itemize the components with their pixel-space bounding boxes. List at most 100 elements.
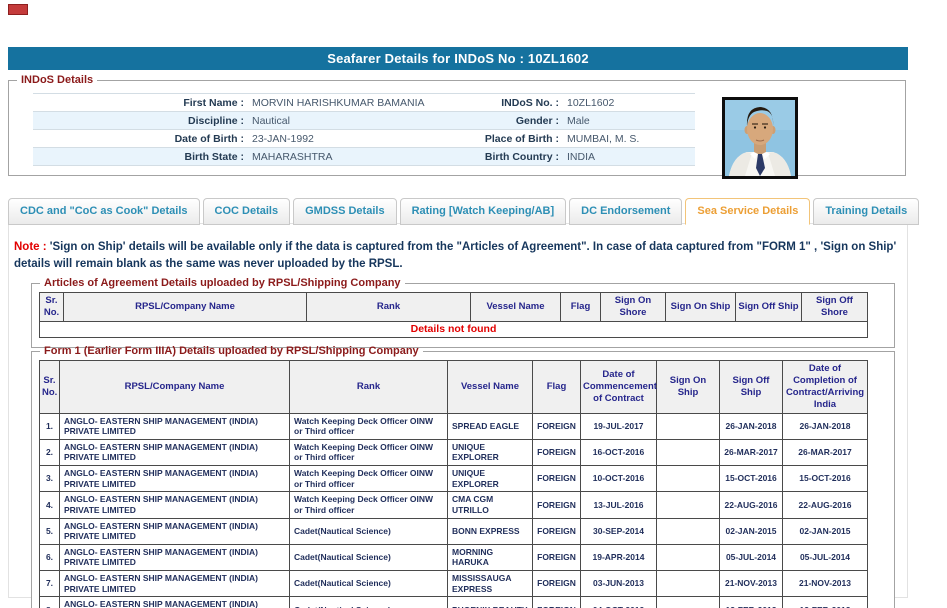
form1-legend: Form 1 (Earlier Form IIIA) Details uploa…: [44, 345, 419, 357]
cell-date-commencement: 10-OCT-2016: [580, 464, 657, 493]
tab-bar: CDC and "CoC as Cook" Details COC Detail…: [8, 198, 920, 225]
sea-service-row: 3. ANGLO- EASTERN SHIP MANAGEMENT (INDIA…: [39, 464, 868, 493]
field-label: Discipline :: [33, 111, 248, 130]
cell-flag: FOREIGN: [532, 569, 581, 598]
tab[interactable]: DC Endorsement: [569, 198, 683, 225]
articles-of-agreement-section: Articles of Agreement Details uploaded b…: [31, 277, 895, 348]
cell-sr-no: 7.: [39, 569, 60, 598]
column-header: Rank: [289, 360, 448, 414]
column-header: RPSL/Company Name: [63, 292, 307, 322]
cell-date-commencement: 19-APR-2014: [580, 543, 657, 572]
tab[interactable]: GMDSS Details: [293, 198, 397, 225]
cell-vessel-name: CMA CGM UTRILLO: [447, 491, 533, 519]
column-header: Sign On Shore: [600, 292, 666, 322]
cell-rank: Cadet(Nautical Science): [289, 517, 448, 545]
cell-flag: FOREIGN: [532, 543, 581, 572]
sea-service-row: 6. ANGLO- EASTERN SHIP MANAGEMENT (INDIA…: [39, 543, 868, 572]
cell-rank: Watch Keeping Deck Officer OINW or Third…: [289, 412, 448, 440]
field-label: Date of Birth :: [33, 129, 248, 148]
cell-sign-on-ship: [656, 569, 720, 598]
indos-details-section: INDoS Details First Name : MORVIN HARISH…: [8, 74, 906, 179]
cell-sign-off-ship: 02-JAN-2015: [719, 517, 783, 545]
cell-date-completion: 05-JUL-2014: [782, 543, 868, 572]
tab[interactable]: COC Details: [202, 198, 291, 225]
cell-date-completion: 13-FEB-2013: [782, 596, 868, 608]
column-header: Flag: [560, 292, 601, 322]
field-value: Male: [563, 111, 695, 130]
cell-sr-no: 3.: [39, 464, 60, 493]
sea-service-row: 4. ANGLO- EASTERN SHIP MANAGEMENT (INDIA…: [39, 491, 868, 519]
cell-flag: FOREIGN: [532, 491, 581, 519]
cell-sign-on-ship: [656, 517, 720, 545]
page-title: Seafarer Details for INDoS No : 10ZL1602: [8, 47, 908, 70]
cell-flag: FOREIGN: [532, 412, 581, 440]
field-label: First Name :: [33, 93, 248, 112]
cell-sign-on-ship: [656, 464, 720, 493]
cell-sr-no: 5.: [39, 517, 60, 545]
cell-company-name: ANGLO- EASTERN SHIP MANAGEMENT (INDIA) P…: [59, 464, 290, 493]
cell-sign-on-ship: [656, 491, 720, 519]
cell-rank: Cadet(Nautical Science): [289, 596, 448, 608]
field-value: MUMBAI, M. S.: [563, 129, 695, 148]
sea-service-row: 7. ANGLO- EASTERN SHIP MANAGEMENT (INDIA…: [39, 569, 868, 598]
cell-sign-off-ship: 26-MAR-2017: [719, 438, 783, 467]
column-header: Date of Completion of Contract/Arriving …: [782, 360, 868, 414]
field-value: MORVIN HARISHKUMAR BAMANIA: [248, 93, 470, 112]
tab[interactable]: Training Details: [813, 198, 920, 225]
cell-date-completion: 15-OCT-2016: [782, 464, 868, 493]
cell-date-completion: 22-AUG-2016: [782, 491, 868, 519]
indos-info-table: First Name : MORVIN HARISHKUMAR BAMANIA …: [33, 93, 695, 166]
cell-date-commencement: 16-OCT-2016: [580, 438, 657, 467]
column-header: Sign On Ship: [656, 360, 720, 414]
cell-company-name: ANGLO- EASTERN SHIP MANAGEMENT (INDIA) P…: [59, 412, 290, 440]
cell-company-name: ANGLO- EASTERN SHIP MANAGEMENT (INDIA) P…: [59, 543, 290, 572]
cell-rank: Cadet(Nautical Science): [289, 569, 448, 598]
cell-rank: Watch Keeping Deck Officer OINW or Third…: [289, 464, 448, 493]
column-header: Rank: [306, 292, 471, 322]
cell-vessel-name: BONN EXPRESS: [447, 517, 533, 545]
form1-table: Sr. No. RPSL/Company Name Rank Vessel Name F…: [39, 360, 868, 608]
cell-company-name: ANGLO- EASTERN SHIP MANAGEMENT (INDIA) P…: [59, 491, 290, 519]
cell-date-completion: 21-NOV-2013: [782, 569, 868, 598]
tab[interactable]: Rating [Watch Keeping/AB]: [399, 198, 567, 225]
tab[interactable]: CDC and "CoC as Cook" Details: [8, 198, 200, 225]
cell-vessel-name: UNIQUE EXPLORER: [447, 438, 533, 467]
portrait-illustration: [725, 100, 795, 176]
cell-date-completion: 02-JAN-2015: [782, 517, 868, 545]
sea-service-row: 5. ANGLO- EASTERN SHIP MANAGEMENT (INDIA…: [39, 517, 868, 545]
cell-vessel-name: SPREAD EAGLE: [447, 412, 533, 440]
tab[interactable]: Sea Service Details: [685, 198, 811, 225]
cell-vessel-name: MORNING HARUKA: [447, 543, 533, 572]
cell-rank: Watch Keeping Deck Officer OINW or Third…: [289, 491, 448, 519]
cell-date-completion: 26-JAN-2018: [782, 412, 868, 440]
indos-details-legend: INDoS Details: [21, 74, 94, 86]
cell-flag: FOREIGN: [532, 438, 581, 467]
column-header: Flag: [532, 360, 581, 414]
cell-sr-no: 1.: [39, 412, 60, 440]
field-value: MAHARASHTRA: [248, 147, 470, 166]
column-header: Sign Off Ship: [735, 292, 802, 322]
cell-flag: FOREIGN: [532, 596, 581, 608]
cell-sr-no: 2.: [39, 438, 60, 467]
column-header: Sr. No.: [39, 292, 64, 322]
field-label: INDoS No. :: [470, 93, 563, 112]
column-header: Sign Off Ship: [719, 360, 783, 414]
cell-date-commencement: 03-JUN-2013: [580, 569, 657, 598]
cell-rank: Watch Keeping Deck Officer OINW or Third…: [289, 438, 448, 467]
empty-result-row: Details not found: [39, 320, 868, 338]
field-value: 10ZL1602: [563, 93, 695, 112]
field-value: Nautical: [248, 111, 470, 130]
cell-sign-off-ship: 22-AUG-2016: [719, 491, 783, 519]
field-label: Place of Birth :: [470, 129, 563, 148]
note-text: 'Sign on Ship' details will be available…: [14, 241, 897, 271]
field-label: Birth State :: [33, 147, 248, 166]
note: Note : 'Sign on Ship' details will be av…: [14, 239, 899, 274]
cell-company-name: ANGLO- EASTERN SHIP MANAGEMENT (INDIA) P…: [59, 596, 290, 608]
indos-info-row: Date of Birth : 23-JAN-1992 Place of Bir…: [33, 129, 695, 148]
sea-service-row: 1. ANGLO- EASTERN SHIP MANAGEMENT (INDIA…: [39, 412, 868, 440]
note-label: Note :: [14, 241, 50, 253]
cell-sr-no: 6.: [39, 543, 60, 572]
indos-info-row: First Name : MORVIN HARISHKUMAR BAMANIA …: [33, 93, 695, 112]
cell-date-commencement: 30-SEP-2014: [580, 517, 657, 545]
